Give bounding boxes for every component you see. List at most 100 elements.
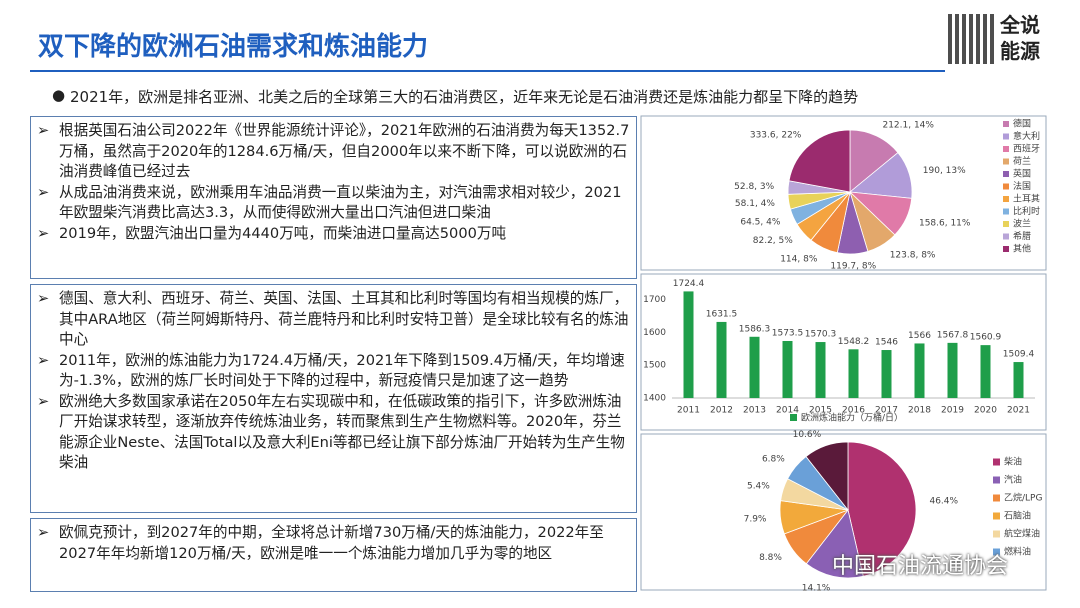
data-label: 1566 (908, 331, 931, 341)
data-label: 8.8% (759, 553, 782, 563)
legend-swatch (1003, 121, 1009, 127)
legend-label: 石脑油 (1004, 510, 1031, 522)
chart-frame (640, 115, 1047, 271)
x-tick-label: 2015 (809, 406, 832, 416)
chart-frame (640, 433, 1047, 591)
legend-label: 法国 (1013, 180, 1031, 192)
bar (848, 349, 859, 398)
data-label: 5.4% (747, 481, 770, 491)
legend-swatch (993, 476, 1000, 484)
pie-slice (849, 129, 899, 193)
text-box: 欧佩克预计，到2027年的中期，全球将总计新增730万桶/天的炼油能力，2022… (30, 518, 637, 592)
legend-swatch (1003, 133, 1009, 140)
legend-swatch (993, 530, 1000, 538)
legend-label: 其他 (1013, 243, 1031, 255)
title-rule (30, 70, 945, 72)
data-label: 82.2, 5% (753, 236, 793, 246)
legend-label: 波兰 (1013, 218, 1031, 230)
legend-label: 英国 (1013, 168, 1031, 180)
x-tick-label: 2017 (875, 406, 898, 416)
bullet: 从成品油消费来说，欧洲乘用车油品消费一直以柴油为主，对汽油需求相对较少，2021… (37, 183, 630, 224)
title: 双下降的欧洲石油需求和炼油能力 (38, 32, 429, 62)
legend-swatch (1003, 146, 1009, 152)
legend-swatch (993, 548, 1000, 556)
data-label: 1631.5 (706, 309, 738, 319)
legend-label: 乙烷/LPG (1004, 492, 1042, 504)
data-label: 10.6% (793, 430, 822, 440)
legend-swatch (1003, 171, 1009, 177)
data-label: 1546 (875, 338, 898, 348)
bar (749, 336, 760, 398)
data-label: 1586.3 (739, 324, 771, 334)
data-label: 58.1, 4% (735, 199, 775, 209)
bullet: 德国、意大利、西班牙、荷兰、英国、法国、土耳其和比利时等国均有相当规模的炼厂，其… (37, 289, 630, 351)
data-label: 1509.4 (1003, 350, 1035, 360)
legend-swatch (1003, 158, 1009, 165)
data-label: 52.8, 3% (734, 182, 774, 192)
legend-swatch (993, 494, 1000, 502)
logo-text: 全说 (1000, 13, 1040, 37)
pie-slice (788, 129, 851, 193)
bullet: 2019年，欧盟汽油出口量为4440万吨，而柴油进口量高达5000万吨 (37, 224, 630, 245)
legend-label: 德国 (1013, 118, 1031, 130)
data-label: 1570.3 (805, 330, 837, 340)
legend-label: 荷兰 (1013, 155, 1031, 167)
bar (716, 321, 727, 398)
data-label: 1560.9 (970, 333, 1002, 343)
data-label: 64.5, 4% (740, 217, 780, 227)
data-label: 114, 8% (780, 254, 818, 264)
x-tick-label: 2019 (941, 406, 964, 416)
legend-label: 汽油 (1004, 474, 1022, 486)
x-tick-label: 2012 (710, 406, 733, 416)
legend-swatch (1003, 221, 1009, 227)
data-label: 190, 13% (923, 166, 966, 176)
data-label: 1573.5 (772, 328, 804, 338)
legend-label: 航空煤油 (1004, 528, 1040, 540)
legend-swatch (993, 458, 1000, 466)
legend-swatch (790, 414, 797, 421)
bar (914, 343, 925, 398)
bullet: 欧佩克预计，到2027年的中期，全球将总计新增730万桶/天的炼油能力，2022… (37, 523, 630, 564)
data-label: 46.4% (929, 496, 958, 506)
logo: 全说 能源 (1000, 12, 1040, 64)
bullet: 根据英国石油公司2022年《世界能源统计评论》，2021年欧洲的石油消费为每天1… (37, 121, 630, 183)
legend-label: 西班牙 (1013, 143, 1040, 155)
bullet: 欧洲绝大多数国家承诺在2050年左右实现碳中和，在低碳政策的指引下，许多欧洲炼油… (37, 392, 630, 474)
x-tick-label: 2020 (974, 406, 997, 416)
summary: 2021年，欧洲是排名亚洲、北美之后的全球第三大的石油消费区，近年来无论是石油消… (52, 86, 858, 107)
x-tick-label: 2014 (776, 406, 799, 416)
x-tick-label: 2011 (677, 406, 700, 416)
y-tick-label: 1500 (643, 361, 666, 371)
data-label: 119.7, 8% (830, 261, 876, 271)
y-tick-label: 1700 (643, 295, 666, 305)
text-box: 根据英国石油公司2022年《世界能源统计评论》，2021年欧洲的石油消费为每天1… (30, 116, 637, 279)
legend-label: 希腊 (1013, 230, 1031, 242)
legend-swatch (1003, 233, 1009, 240)
x-tick-label: 2018 (908, 406, 931, 416)
legend-label: 土耳其 (1013, 193, 1040, 205)
data-label: 1724.4 (673, 279, 705, 289)
data-label: 1548.2 (838, 337, 870, 347)
data-label: 333.6, 22% (750, 131, 802, 141)
bar (1013, 362, 1024, 398)
y-tick-label: 1600 (643, 328, 666, 338)
legend-swatch (1003, 183, 1009, 190)
legend-label: 柴油 (1004, 456, 1022, 468)
legend-label: 意大利 (1013, 130, 1040, 142)
x-tick-label: 2021 (1007, 406, 1030, 416)
y-tick-label: 1400 (643, 394, 666, 404)
data-label: 6.8% (762, 455, 785, 465)
chart-frame (640, 273, 1047, 431)
bar (947, 342, 958, 398)
bar (683, 291, 694, 398)
data-label: 7.9% (744, 514, 767, 524)
pie-slice (805, 441, 849, 512)
legend-label: 比利时 (1013, 205, 1040, 217)
legend-swatch (1003, 246, 1009, 252)
pie-slice (805, 509, 864, 579)
bar (881, 350, 892, 398)
pie-slice (847, 441, 917, 577)
bar (980, 345, 991, 398)
